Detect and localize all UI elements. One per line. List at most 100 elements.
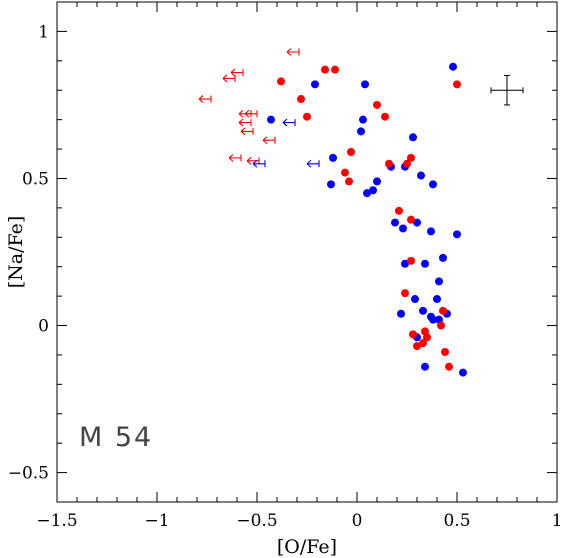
data-point [321, 65, 329, 74]
data-point [421, 362, 429, 371]
data-point [277, 77, 285, 86]
data-point [403, 159, 411, 168]
data-point [373, 100, 381, 109]
upper-limit-arrow [262, 136, 276, 145]
upper-limit-arrow [228, 153, 242, 162]
arrow-shape [222, 74, 236, 83]
y-tick-labels: −0.5 0 0.5 1 [8, 22, 49, 483]
y-tick-label: 0.5 [22, 169, 49, 189]
y-tick-label: 0 [38, 317, 49, 337]
arrow-shape [262, 136, 276, 145]
data-point [429, 180, 437, 189]
data-point [341, 168, 349, 177]
data-point [373, 177, 381, 186]
upper-limit-arrow [306, 159, 320, 168]
data-point [347, 148, 355, 156]
data-point [409, 133, 417, 142]
x-tick-label: 1 [552, 511, 562, 531]
data-point [459, 368, 467, 377]
upper-limit-arrow [252, 159, 266, 168]
data-point [401, 259, 409, 268]
data-point [417, 171, 425, 180]
arrow-shape [246, 156, 260, 165]
x-tick-label: 0.5 [443, 511, 470, 531]
cluster-label: M 54 [79, 422, 153, 453]
x-tick-label: −1 [144, 511, 169, 531]
upper-limit-arrow [238, 109, 252, 118]
data-point [439, 253, 447, 262]
arrow-shape [282, 118, 296, 127]
data-point [331, 65, 339, 74]
data-point [437, 321, 445, 330]
x-tick-labels: −1.5 −1 −0.5 0 0.5 1 [36, 511, 562, 531]
upper-limit-arrow [238, 118, 252, 127]
arrow-shape [306, 159, 320, 168]
data-point [381, 112, 389, 121]
data-point [419, 339, 427, 348]
data-point [441, 348, 449, 356]
data-point [427, 227, 435, 236]
arrow-shape [252, 159, 266, 168]
arrow-shape [238, 109, 252, 118]
y-tick-label: 1 [38, 22, 49, 42]
y-axis-title: [Na/Fe] [5, 216, 27, 289]
data-point [449, 62, 457, 71]
upper-limit-arrow [246, 156, 260, 165]
data-point [407, 215, 415, 224]
data-point [357, 127, 365, 136]
data-point [407, 256, 415, 265]
x-tick-label: 0 [352, 511, 363, 531]
data-point [401, 289, 409, 298]
arrow-shape [238, 118, 252, 127]
data-point [327, 180, 335, 189]
x-axis-title: [O/Fe] [277, 536, 337, 558]
data-marks [198, 48, 467, 377]
data-point [435, 277, 443, 286]
data-point [413, 342, 421, 351]
plot-frame [56, 1, 558, 503]
data-point [445, 362, 453, 371]
data-point [267, 115, 275, 124]
data-point [407, 153, 415, 162]
data-point [399, 224, 407, 233]
axis-ticks [56, 1, 558, 502]
data-point [429, 315, 437, 324]
data-point [391, 218, 399, 227]
data-point [411, 295, 419, 304]
x-tick-label: −0.5 [236, 511, 277, 531]
data-point [311, 80, 319, 89]
arrow-shape [228, 153, 242, 162]
arrow-shape [198, 95, 212, 103]
data-point [423, 333, 431, 342]
y-tick-label: −0.5 [8, 464, 49, 484]
data-point [395, 206, 403, 215]
data-point [345, 177, 353, 186]
data-point [453, 80, 461, 89]
data-point [385, 159, 393, 168]
arrow-shape [286, 48, 300, 56]
upper-limit-arrow [198, 95, 212, 103]
data-point [413, 218, 421, 227]
data-point [453, 230, 461, 239]
arrow-shape [240, 127, 254, 136]
upper-limit-arrow [222, 74, 236, 83]
data-point [303, 112, 311, 121]
arrow-shape [230, 68, 244, 77]
upper-limit-arrow [286, 48, 300, 56]
data-point [359, 115, 367, 124]
x-tick-label: −1.5 [36, 511, 77, 531]
data-point [439, 306, 447, 315]
data-point [369, 186, 377, 195]
data-point [361, 80, 369, 89]
error-bar-indicator [490, 75, 524, 106]
upper-limit-arrow [230, 68, 244, 77]
data-point [397, 309, 405, 318]
data-point [297, 95, 305, 104]
data-point [419, 306, 427, 315]
data-point [433, 295, 441, 304]
upper-limit-arrow [240, 127, 254, 136]
data-point [421, 259, 429, 268]
upper-limit-arrow [282, 118, 296, 127]
data-point [363, 189, 371, 198]
